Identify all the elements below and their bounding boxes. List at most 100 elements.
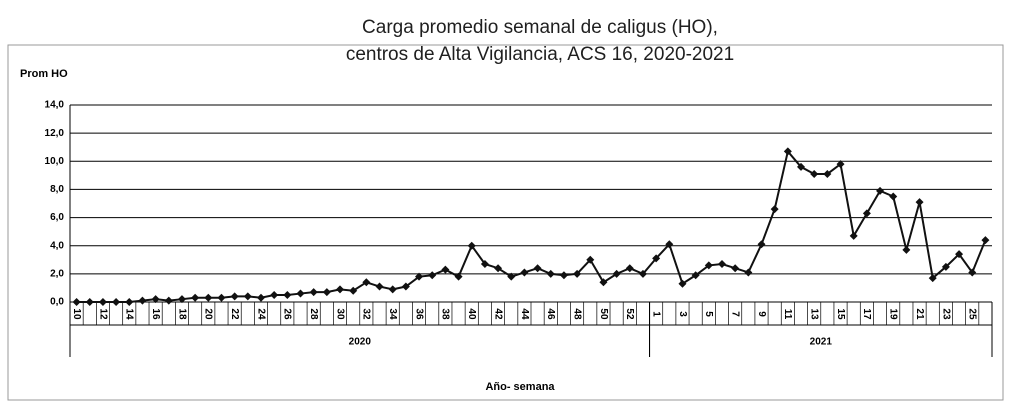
marker — [876, 186, 885, 195]
x-tick-label: 34 — [387, 308, 398, 320]
marker — [164, 296, 173, 305]
x-tick-label: 17 — [861, 308, 872, 320]
marker — [704, 261, 713, 270]
y-tick-label: 0,0 — [50, 297, 64, 308]
marker — [559, 271, 568, 280]
x-tick-label: 14 — [124, 308, 135, 320]
marker — [362, 278, 371, 287]
marker — [612, 269, 621, 278]
marker — [217, 293, 226, 302]
x-tick-label: 7 — [730, 311, 741, 317]
marker — [72, 298, 81, 306]
marker — [573, 269, 582, 278]
marker — [138, 296, 147, 305]
marker — [467, 241, 476, 250]
x-tick-label: 15 — [835, 308, 846, 320]
marker — [678, 279, 687, 288]
marker — [454, 272, 463, 281]
x-tick-label: 28 — [308, 308, 319, 320]
marker — [112, 298, 121, 306]
x-tick-label: 36 — [413, 308, 424, 320]
x-tick-label: 48 — [571, 308, 582, 320]
marker — [494, 264, 503, 273]
marker — [665, 240, 674, 249]
marker — [415, 272, 424, 281]
x-tick-label: 52 — [624, 308, 635, 320]
marker — [507, 272, 516, 281]
x-tick-label: 13 — [809, 308, 820, 320]
marker — [836, 160, 845, 169]
marker — [546, 269, 555, 278]
y-tick-label: 2,0 — [50, 268, 64, 279]
marker — [625, 264, 634, 273]
x-tick-label: 10 — [71, 308, 82, 320]
marker — [717, 260, 726, 269]
marker — [783, 147, 792, 156]
x-tick-label: 25 — [967, 308, 978, 320]
marker — [968, 268, 977, 277]
marker — [981, 236, 990, 245]
marker — [691, 271, 700, 280]
x-tick-label: 44 — [519, 308, 530, 320]
x-group-label: 2020 — [349, 337, 372, 348]
marker — [375, 282, 384, 291]
marker — [230, 292, 239, 301]
y-axis-label: Prom HO — [20, 68, 68, 80]
marker — [296, 289, 305, 298]
y-tick-label: 10,0 — [45, 156, 65, 167]
marker — [915, 198, 924, 207]
marker — [256, 293, 265, 302]
x-tick-label: 3 — [677, 311, 688, 317]
marker — [770, 205, 779, 214]
marker — [322, 288, 331, 297]
marker — [928, 274, 937, 283]
x-tick-label: 50 — [598, 308, 609, 320]
x-tick-label: 12 — [97, 308, 108, 320]
chart-title: centros de Alta Vigilancia, ACS 16, 2020… — [346, 44, 734, 65]
x-tick-label: 20 — [203, 308, 214, 320]
marker — [336, 285, 345, 294]
marker — [902, 245, 911, 254]
marker — [388, 285, 397, 294]
marker — [85, 298, 94, 306]
x-tick-label: 30 — [334, 308, 345, 320]
x-tick-label: 11 — [782, 309, 793, 320]
x-tick-label: 1 — [650, 311, 661, 317]
frame — [7, 44, 1004, 401]
x-tick-label: 9 — [756, 311, 767, 317]
marker — [309, 288, 318, 297]
marker — [191, 293, 200, 302]
y-tick-label: 4,0 — [50, 240, 64, 251]
marker — [797, 162, 806, 171]
x-tick-label: 26 — [282, 308, 293, 320]
marker — [599, 278, 608, 287]
x-tick-label: 24 — [255, 308, 266, 320]
marker — [270, 290, 279, 299]
x-tick-label: 18 — [176, 308, 187, 320]
marker — [757, 240, 766, 249]
x-axis-label: Año- semana — [485, 381, 555, 393]
line — [76, 149, 987, 303]
chart-title: Carga promedio semanal de caligus (HO), — [362, 17, 718, 38]
marker — [243, 292, 252, 301]
marker — [823, 169, 832, 178]
marker — [744, 268, 753, 277]
x-tick-label: 16 — [150, 308, 161, 320]
x-tick-label: 22 — [229, 308, 240, 320]
marker — [204, 293, 213, 302]
marker — [125, 298, 134, 306]
x-tick-label: 5 — [703, 311, 714, 317]
marker — [428, 271, 437, 280]
marker — [810, 169, 819, 178]
marker — [98, 298, 107, 306]
x-tick-label: 23 — [940, 308, 951, 320]
marker — [955, 250, 964, 259]
marker — [401, 282, 410, 291]
marker — [533, 264, 542, 273]
marker — [586, 255, 595, 264]
x-tick-label: 21 — [914, 308, 925, 320]
x-tick-label: 32 — [361, 308, 372, 320]
marker — [349, 286, 358, 295]
marker — [151, 295, 160, 304]
